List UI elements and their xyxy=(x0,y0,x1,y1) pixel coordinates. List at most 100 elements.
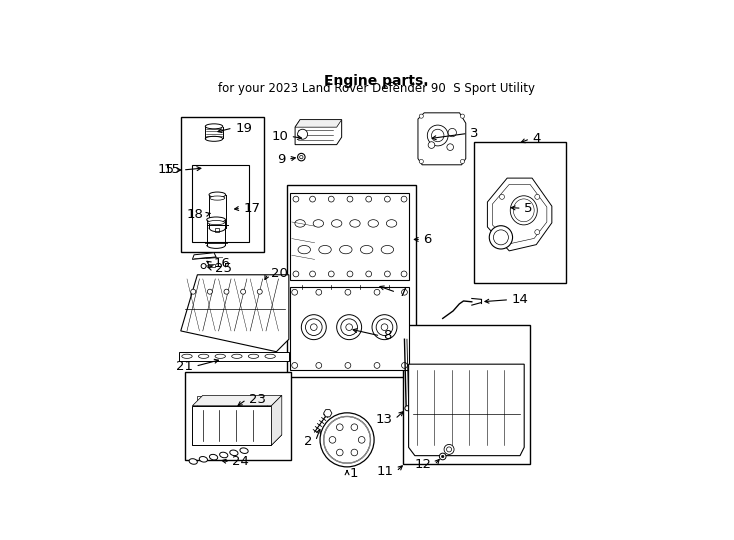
Text: 13: 13 xyxy=(375,413,393,426)
Text: 17: 17 xyxy=(244,202,261,215)
Polygon shape xyxy=(272,395,282,445)
Ellipse shape xyxy=(230,450,238,456)
Polygon shape xyxy=(487,178,552,251)
Circle shape xyxy=(441,455,444,458)
Circle shape xyxy=(500,230,504,234)
Circle shape xyxy=(347,271,353,277)
Text: 25: 25 xyxy=(215,262,232,275)
Bar xyxy=(181,117,264,252)
Text: 23: 23 xyxy=(249,393,266,406)
Ellipse shape xyxy=(219,452,228,458)
Circle shape xyxy=(428,141,435,149)
Circle shape xyxy=(358,436,365,443)
Circle shape xyxy=(432,129,444,141)
Text: 11: 11 xyxy=(377,465,393,478)
Circle shape xyxy=(323,416,371,464)
Circle shape xyxy=(366,271,371,277)
Circle shape xyxy=(447,144,454,151)
Polygon shape xyxy=(418,113,466,165)
Circle shape xyxy=(292,289,297,295)
Text: for your 2023 Land Rover Defender 90  S Sport Utility: for your 2023 Land Rover Defender 90 S S… xyxy=(218,82,534,95)
Text: 10: 10 xyxy=(271,130,288,143)
Circle shape xyxy=(535,194,539,199)
Circle shape xyxy=(346,324,352,330)
Circle shape xyxy=(329,436,335,443)
Bar xyxy=(287,185,415,377)
Circle shape xyxy=(419,159,424,164)
Circle shape xyxy=(305,319,322,335)
Ellipse shape xyxy=(232,354,242,359)
Ellipse shape xyxy=(340,246,352,254)
Polygon shape xyxy=(295,120,341,145)
Circle shape xyxy=(427,125,448,146)
Circle shape xyxy=(493,230,509,245)
Ellipse shape xyxy=(332,220,342,227)
Circle shape xyxy=(446,447,451,452)
Circle shape xyxy=(310,324,317,330)
Ellipse shape xyxy=(215,354,225,359)
Circle shape xyxy=(257,289,262,294)
Text: 19: 19 xyxy=(235,122,252,134)
Circle shape xyxy=(316,289,321,295)
Text: 24: 24 xyxy=(232,455,249,468)
Circle shape xyxy=(297,129,308,139)
Ellipse shape xyxy=(360,246,373,254)
Polygon shape xyxy=(409,364,524,456)
Text: 7: 7 xyxy=(399,286,407,299)
Text: 8: 8 xyxy=(383,329,391,342)
Ellipse shape xyxy=(248,354,258,359)
Circle shape xyxy=(224,289,229,294)
Circle shape xyxy=(337,315,362,340)
Polygon shape xyxy=(324,410,332,417)
Circle shape xyxy=(347,196,353,202)
Polygon shape xyxy=(192,435,282,446)
Text: 9: 9 xyxy=(277,153,286,166)
Circle shape xyxy=(345,289,351,295)
Circle shape xyxy=(327,421,366,460)
Ellipse shape xyxy=(209,454,218,460)
Circle shape xyxy=(297,153,305,161)
Polygon shape xyxy=(192,395,282,406)
Circle shape xyxy=(385,196,390,202)
Text: 16: 16 xyxy=(213,258,230,271)
Bar xyxy=(474,141,566,283)
Ellipse shape xyxy=(207,217,225,222)
Ellipse shape xyxy=(210,196,225,200)
Ellipse shape xyxy=(368,220,379,227)
Text: 4: 4 xyxy=(532,132,541,145)
Ellipse shape xyxy=(198,354,208,359)
Ellipse shape xyxy=(240,448,248,454)
Circle shape xyxy=(460,159,465,164)
Ellipse shape xyxy=(350,220,360,227)
Circle shape xyxy=(490,226,512,249)
Polygon shape xyxy=(181,275,289,352)
Bar xyxy=(197,396,267,408)
Text: 1: 1 xyxy=(349,468,358,481)
Circle shape xyxy=(440,453,446,460)
Circle shape xyxy=(460,114,465,118)
Circle shape xyxy=(336,424,343,430)
Bar xyxy=(178,352,289,361)
Circle shape xyxy=(345,362,351,368)
Polygon shape xyxy=(493,184,547,244)
Circle shape xyxy=(366,196,371,202)
Circle shape xyxy=(302,315,327,340)
Ellipse shape xyxy=(510,196,537,225)
Text: 15: 15 xyxy=(157,164,174,177)
Circle shape xyxy=(293,271,299,277)
Circle shape xyxy=(310,196,316,202)
Circle shape xyxy=(448,129,457,137)
Ellipse shape xyxy=(209,192,225,198)
Text: 2: 2 xyxy=(305,435,313,448)
Circle shape xyxy=(535,230,539,234)
Ellipse shape xyxy=(313,220,324,227)
Bar xyxy=(215,228,219,232)
Ellipse shape xyxy=(381,246,393,254)
Polygon shape xyxy=(192,253,216,259)
Ellipse shape xyxy=(513,199,534,222)
Bar xyxy=(192,165,249,241)
Ellipse shape xyxy=(295,220,305,227)
Circle shape xyxy=(208,289,212,294)
Circle shape xyxy=(191,289,196,294)
Circle shape xyxy=(241,289,246,294)
